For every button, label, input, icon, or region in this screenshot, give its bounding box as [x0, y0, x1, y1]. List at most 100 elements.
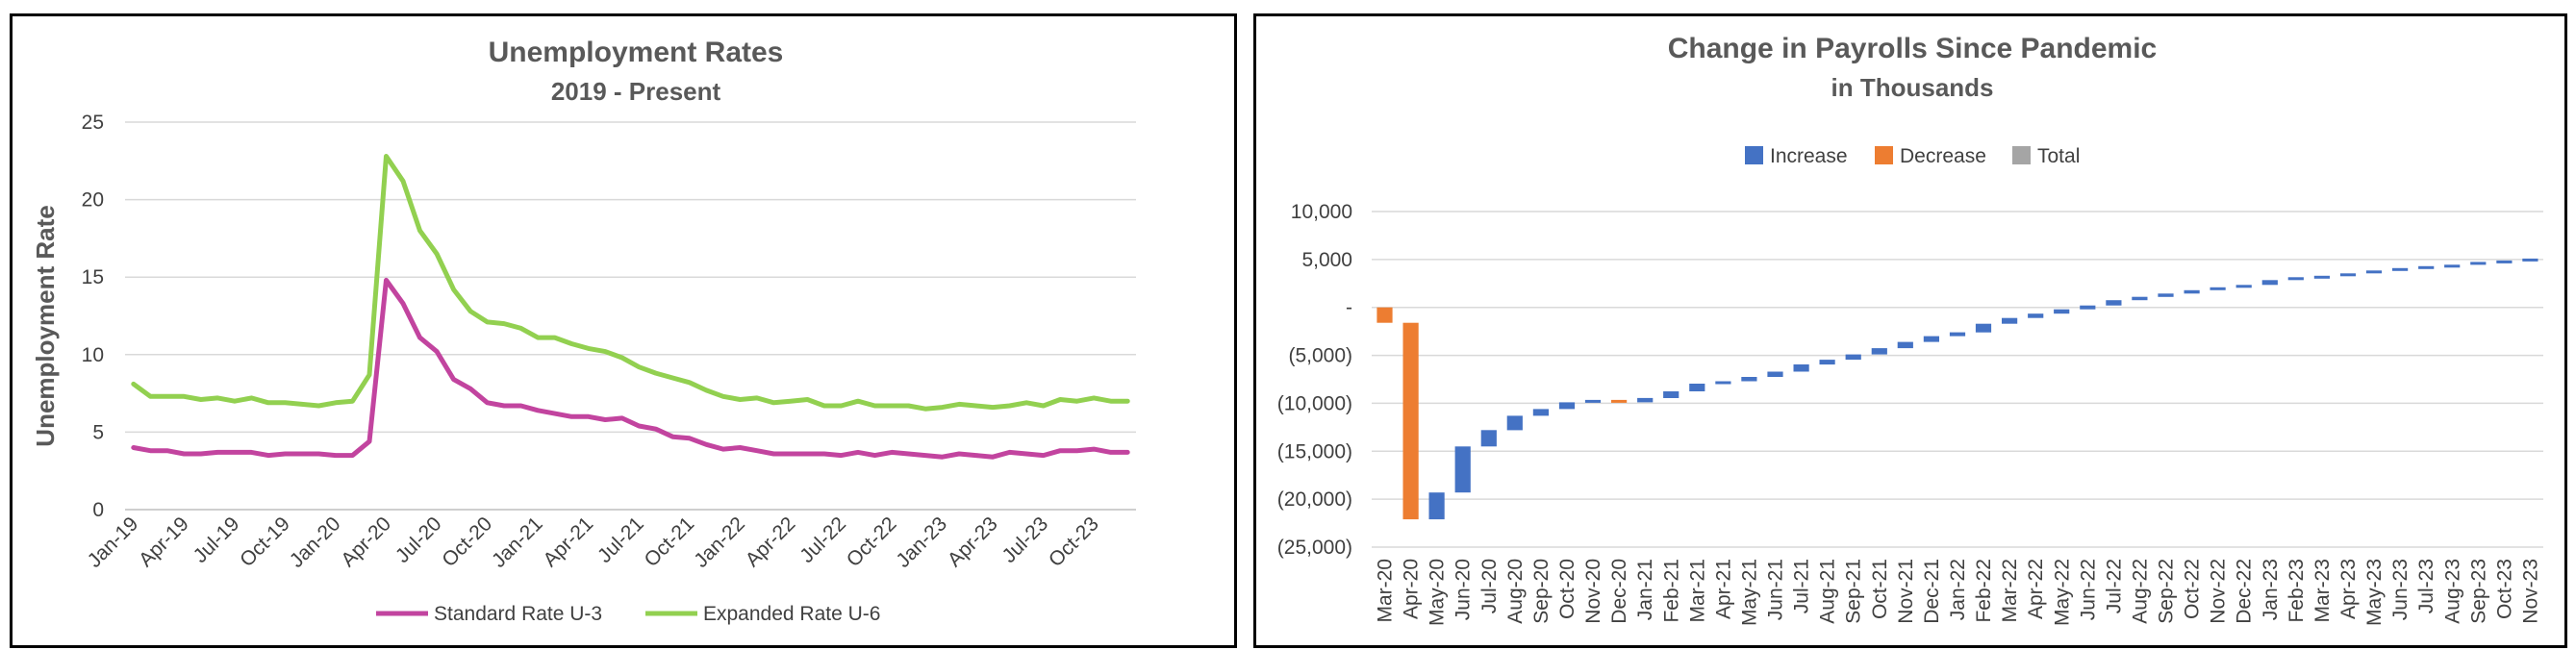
x-tick-label: Aug-20 [1504, 559, 1527, 624]
legend-swatch-increase [1745, 146, 1763, 164]
x-tick-label: Apr-20 [1401, 559, 1423, 619]
y-tick-label: (20,000) [1277, 488, 1352, 511]
waterfall-bar [1584, 399, 1602, 403]
waterfall-bar [2054, 309, 2070, 314]
legend: Increase Decrease Total [1745, 145, 2080, 167]
waterfall-bar [1532, 409, 1549, 416]
waterfall-bar [1428, 492, 1445, 520]
x-tick-label: Feb-23 [2286, 559, 2308, 623]
x-tick-label: Oct-21 [641, 512, 699, 571]
y-axis-ticks: 10,000 5,000 - (5,000) (10,000) (15,000) (20,0… [1277, 201, 1352, 559]
waterfall-bar [1767, 371, 1783, 377]
y-tick-label: 0 [92, 499, 104, 521]
x-tick-label: Aug-23 [2441, 559, 2463, 624]
y-tick-label: (5,000) [1288, 345, 1352, 367]
legend-label-u3: Standard Rate U-3 [434, 603, 602, 625]
x-tick-label: Jul-19 [189, 512, 244, 567]
unemployment-chart-panel: Unemployment Rates 2019 - Present Unempl… [10, 13, 1237, 648]
x-axis-ticks: Mar-20 Apr-20 May-20 Jun-20 Jul-20 Aug-20 Sep-… [1375, 559, 2542, 626]
waterfall-bar [1376, 307, 1393, 323]
y-tick-label: 10 [82, 344, 104, 366]
chart-subtitle: 2019 - Present [551, 77, 721, 106]
x-tick-label: Jan-23 [892, 512, 951, 572]
x-tick-label: Jul-23 [2415, 559, 2437, 613]
waterfall-bar [1689, 384, 1705, 391]
waterfall-bar [2365, 270, 2383, 274]
waterfall-bar [1454, 446, 1471, 493]
x-tick-label: Apr-20 [337, 512, 395, 571]
y-tick-label: 20 [82, 189, 104, 212]
x-tick-label: Sep-20 [1530, 559, 1553, 624]
y-tick-label: (25,000) [1277, 537, 1352, 559]
x-tick-label: Dec-21 [1921, 559, 1943, 624]
x-tick-label: Apr-21 [539, 512, 597, 571]
x-tick-label: Apr-23 [2337, 559, 2360, 619]
payrolls-waterfall-chart: Change in Payrolls Since Pandemic in Tho… [1277, 33, 2543, 626]
x-tick-label: Apr-22 [742, 512, 800, 571]
unemployment-line-chart: Unemployment Rates 2019 - Present Unempl… [31, 37, 1136, 625]
y-tick-label: 5 [92, 421, 104, 443]
chart-title: Change in Payrolls Since Pandemic [1668, 33, 2158, 64]
legend-swatch-total [2012, 146, 2031, 164]
x-tick-label: Jul-22 [2103, 559, 2125, 613]
x-tick-label: Oct-20 [438, 512, 496, 571]
x-tick-label: Sep-22 [2156, 559, 2178, 624]
x-tick-label: Apr-23 [944, 512, 1002, 571]
x-tick-label: Aug-22 [2129, 559, 2151, 624]
y-tick-label: 15 [82, 266, 104, 288]
y-tick-label: - [1346, 297, 1352, 319]
x-tick-label: Apr-21 [1712, 559, 1734, 619]
x-tick-label: Oct-21 [1869, 559, 1891, 619]
x-tick-label: Jan-20 [286, 512, 345, 572]
x-tick-label: Jul-21 [1791, 559, 1813, 613]
y-tick-label: (15,000) [1277, 440, 1352, 462]
x-axis-ticks: Jan-19Apr-19Jul-19Oct-19Jan-20Apr-20Jul-… [84, 512, 1103, 572]
legend: Standard Rate U-3 Expanded Rate U-6 [376, 603, 880, 625]
x-tick-label: Sep-21 [1843, 559, 1865, 624]
waterfall-bar [2132, 296, 2148, 301]
waterfall-bar [1845, 354, 1861, 361]
x-tick-label: Jul-23 [998, 512, 1052, 567]
x-tick-label: Jun-20 [1452, 559, 1475, 620]
x-tick-label: Oct-22 [2182, 559, 2204, 619]
chart-subtitle: in Thousands [1831, 73, 1994, 102]
waterfall-bar [1506, 415, 1523, 431]
y-tick-label: 5,000 [1301, 249, 1352, 271]
x-tick-label: Oct-22 [843, 512, 901, 571]
waterfall-bar [2339, 273, 2357, 277]
x-tick-label: Oct-20 [1556, 559, 1578, 619]
waterfall-bar [1923, 336, 1939, 342]
waterfall-bar [2261, 280, 2278, 286]
waterfall-bar [2418, 265, 2435, 269]
x-tick-label: Oct-19 [236, 512, 294, 571]
x-tick-label: Jan-19 [84, 512, 143, 572]
waterfall-bar [2496, 260, 2513, 263]
waterfall-bar [1871, 348, 1887, 355]
waterfall-bar [1558, 402, 1576, 410]
x-tick-label: Jun-23 [2389, 559, 2412, 620]
series-line-u3 [131, 277, 1130, 460]
x-tick-label: Apr-22 [2025, 559, 2047, 619]
waterfall-bar [2235, 285, 2252, 288]
waterfall-bar [1819, 360, 1835, 365]
waterfall-bar [2080, 305, 2096, 310]
waterfall-bar [2313, 275, 2330, 279]
y-tick-label: (10,000) [1277, 392, 1352, 414]
waterfall-bar [2392, 267, 2409, 271]
waterfall-bar [2184, 289, 2200, 294]
x-tick-label: Mar-23 [2311, 559, 2334, 623]
x-tick-label: Jan-23 [2260, 559, 2282, 620]
y-axis-ticks: 0 5 10 15 20 25 [82, 112, 104, 521]
x-tick-label: Jun-21 [1765, 559, 1787, 620]
series-lines [131, 154, 1130, 460]
waterfall-bar [1793, 364, 1809, 372]
x-tick-label: Nov-23 [2519, 559, 2541, 624]
x-tick-label: Jun-22 [2077, 559, 2099, 620]
waterfall-bar [1715, 381, 1731, 385]
x-tick-label: Nov-22 [2208, 559, 2230, 624]
waterfall-bar [1637, 397, 1654, 403]
x-tick-label: Mar-22 [1999, 559, 2021, 623]
chart-title: Unemployment Rates [489, 37, 784, 68]
legend-label-total: Total [2037, 145, 2080, 167]
waterfall-bar [1897, 341, 1913, 349]
